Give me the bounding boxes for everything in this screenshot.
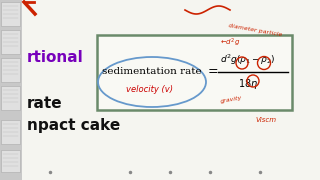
Text: npact cake: npact cake bbox=[27, 118, 120, 133]
Bar bbox=[1, 30, 20, 54]
Bar bbox=[1, 86, 20, 110]
Text: ←$d^2g$: ←$d^2g$ bbox=[220, 37, 240, 49]
Text: $d^2g(\rho_1-\rho_2)$: $d^2g(\rho_1-\rho_2)$ bbox=[220, 53, 276, 67]
Text: velocity (v): velocity (v) bbox=[126, 86, 173, 94]
Text: rate: rate bbox=[27, 96, 63, 111]
Bar bbox=[97, 35, 292, 110]
Bar bbox=[1, 150, 20, 172]
Text: Viscm: Viscm bbox=[255, 117, 276, 123]
Text: $18\eta$: $18\eta$ bbox=[238, 77, 258, 91]
Text: =: = bbox=[208, 66, 219, 78]
Bar bbox=[0, 0, 22, 180]
Text: diameter particle: diameter particle bbox=[228, 23, 283, 37]
Text: sedimentation rate: sedimentation rate bbox=[102, 68, 202, 76]
Bar bbox=[1, 120, 20, 144]
Text: rtional: rtional bbox=[27, 50, 84, 65]
Text: gravity: gravity bbox=[220, 96, 243, 104]
Bar bbox=[1, 2, 20, 26]
Bar bbox=[1, 58, 20, 82]
